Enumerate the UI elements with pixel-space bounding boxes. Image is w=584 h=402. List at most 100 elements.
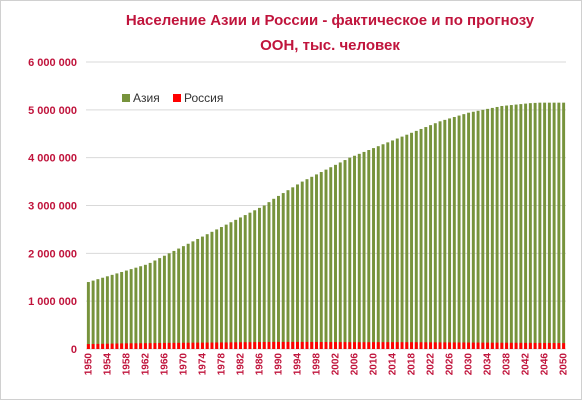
x-tick-label-1974: 1974	[197, 353, 208, 376]
bar-asia-1956	[115, 273, 119, 349]
bar-russia-1963	[148, 343, 152, 349]
bar-russia-2048	[552, 343, 556, 349]
bar-russia-1992	[286, 341, 290, 349]
bar-russia-2017	[405, 342, 409, 349]
x-tick-label-1982: 1982	[235, 353, 246, 376]
bar-russia-1956	[115, 343, 119, 349]
bar-asia-2034	[486, 108, 490, 349]
series-russia-bars	[86, 341, 566, 349]
bar-asia-2038	[505, 105, 509, 349]
x-tick-label-1994: 1994	[292, 353, 303, 376]
bar-asia-2040	[514, 104, 518, 350]
bar-russia-1955	[110, 343, 114, 349]
bar-russia-2049	[557, 343, 561, 349]
bar-russia-2000	[324, 342, 328, 349]
bar-russia-2034	[486, 342, 490, 349]
bar-russia-2044	[533, 342, 537, 349]
bar-asia-1972	[191, 241, 195, 349]
bar-asia-1969	[177, 248, 181, 349]
bar-russia-1980	[229, 342, 233, 349]
bar-russia-1950	[86, 344, 90, 349]
legend: Азия Россия	[122, 91, 223, 105]
bar-russia-2043	[528, 342, 532, 349]
bar-russia-2021	[424, 342, 428, 349]
bar-russia-1954	[105, 343, 109, 349]
bar-asia-2006	[353, 155, 356, 349]
bar-asia-1982	[238, 217, 242, 349]
bar-russia-1974	[200, 342, 204, 349]
bar-russia-2027	[452, 342, 456, 349]
bar-asia-2001	[329, 167, 333, 349]
bar-russia-1986	[257, 342, 261, 349]
bar-asia-2047	[547, 102, 551, 350]
bar-asia-1979	[224, 224, 228, 349]
legend-label-asia: Азия	[133, 91, 160, 105]
x-tick-label-2006: 2006	[350, 353, 361, 376]
bar-russia-1967	[167, 342, 171, 349]
bar-asia-2042	[524, 103, 528, 350]
bar-russia-1977	[215, 342, 219, 349]
bar-asia-1954	[105, 276, 109, 349]
bar-asia-1994	[296, 184, 299, 349]
bar-russia-2019	[414, 342, 418, 349]
x-axis-tick-labels: 1950 1954 1958 1962 1966 1970 1974 1978 1982 1986…	[83, 353, 569, 376]
bar-asia-2030	[467, 112, 471, 349]
bar-russia-2023	[433, 342, 437, 349]
bar-russia-2036	[495, 342, 499, 349]
bar-russia-1983	[243, 342, 247, 349]
x-tick-label-2022: 2022	[426, 353, 437, 376]
series-asia-bars	[86, 102, 566, 350]
bar-asia-1987	[262, 205, 266, 349]
bar-asia-1997	[310, 176, 314, 349]
bar-asia-1988	[267, 202, 271, 349]
bar-russia-1990	[277, 341, 280, 349]
x-tick-label-2042: 2042	[521, 353, 532, 376]
bar-asia-2049	[557, 102, 561, 350]
bar-asia-1951	[91, 280, 95, 349]
bar-russia-2002	[334, 342, 337, 349]
bar-russia-1970	[181, 342, 185, 349]
bar-asia-2016	[400, 136, 404, 349]
bar-russia-2005	[348, 342, 352, 349]
bar-asia-1955	[110, 274, 114, 349]
bar-asia-2003	[338, 162, 342, 349]
bar-asia-2000	[324, 169, 328, 349]
bar-russia-2003	[338, 342, 342, 349]
bar-russia-2020	[419, 342, 423, 349]
bar-russia-1998	[315, 341, 318, 349]
bar-asia-1970	[181, 246, 185, 349]
bar-asia-2022	[429, 125, 433, 349]
x-tick-label-2026: 2026	[445, 353, 456, 376]
bar-russia-1958	[124, 343, 128, 349]
bar-russia-1978	[219, 342, 223, 349]
bar-russia-1973	[196, 342, 200, 349]
bar-russia-1959	[129, 343, 133, 349]
bar-asia-1975	[205, 234, 209, 349]
bar-russia-1982	[238, 342, 242, 349]
bar-asia-1965	[158, 258, 162, 349]
bar-russia-1979	[224, 342, 228, 349]
y-tick-label-4: 4 000 000	[28, 153, 77, 165]
x-tick-label-2010: 2010	[369, 353, 380, 376]
bar-asia-1993	[291, 187, 295, 349]
x-tick-label-2050: 2050	[559, 353, 570, 376]
x-tick-label-1986: 1986	[254, 353, 265, 376]
x-tick-label-1950: 1950	[83, 353, 94, 376]
bar-asia-2043	[528, 103, 532, 350]
bar-asia-2015	[395, 138, 399, 349]
y-tick-label-3: 3 000 000	[28, 201, 77, 213]
bar-russia-1985	[253, 342, 257, 349]
bar-asia-1981	[234, 219, 238, 349]
legend-swatch-asia	[122, 94, 130, 102]
bar-asia-2012	[381, 144, 385, 349]
bar-russia-1976	[210, 342, 214, 349]
bar-asia-2004	[343, 160, 347, 349]
x-tick-label-1998: 1998	[311, 353, 322, 376]
chart-title: Население Азии и России - фактическое и …	[80, 8, 580, 58]
bar-russia-1989	[272, 341, 276, 349]
bar-asia-2025	[443, 119, 447, 350]
bar-asia-1958	[124, 270, 128, 349]
y-tick-label-0: 0	[71, 344, 77, 356]
bar-asia-1963	[148, 262, 152, 349]
